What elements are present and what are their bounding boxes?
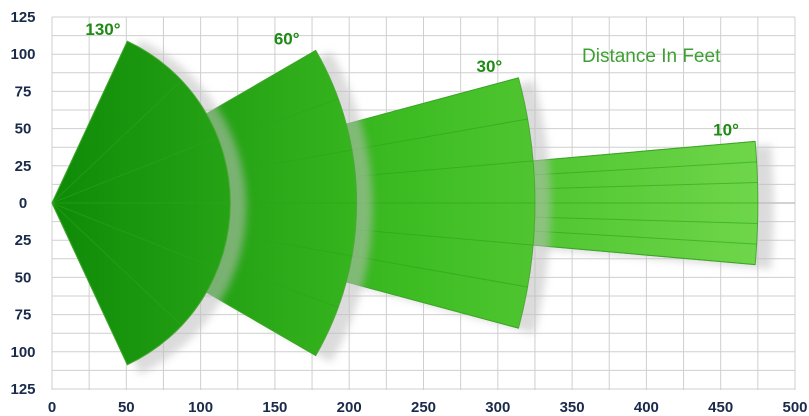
y-tick-label: 25 bbox=[15, 158, 32, 175]
y-tick-label: 75 bbox=[15, 307, 32, 324]
y-tick-label: 75 bbox=[15, 83, 32, 100]
beam-ray bbox=[51, 80, 183, 204]
axes: 0 50 100 150 200 250 300 350 400 450 5001251007550… bbox=[10, 9, 807, 416]
beam-ray bbox=[51, 40, 128, 204]
beam-ray bbox=[51, 136, 218, 204]
y-tick-label: 25 bbox=[15, 232, 32, 249]
x-tick-label: 200 bbox=[337, 399, 362, 416]
x-tick-label: 250 bbox=[411, 399, 436, 416]
x-tick-label: 400 bbox=[634, 399, 659, 416]
beam-ray bbox=[534, 216, 758, 225]
distance-title: Distance In Feet bbox=[582, 46, 721, 67]
y-tick-label: 100 bbox=[10, 46, 35, 63]
x-tick-label: 350 bbox=[560, 399, 585, 416]
y-tick-label: 50 bbox=[15, 269, 32, 286]
beam-ray bbox=[51, 202, 128, 366]
beam-ray bbox=[534, 161, 757, 176]
beam-angle-label: 60° bbox=[274, 29, 300, 48]
beam-ray bbox=[534, 181, 758, 190]
x-tick-label: 150 bbox=[262, 399, 287, 416]
beam-ray bbox=[351, 118, 528, 151]
beam-ray bbox=[355, 160, 534, 177]
x-tick-label: 300 bbox=[485, 399, 510, 416]
x-tick-label: 450 bbox=[708, 399, 733, 416]
y-tick-label: 125 bbox=[10, 381, 35, 398]
beam-30 bbox=[345, 77, 551, 334]
beams bbox=[51, 39, 774, 375]
beam-ray bbox=[51, 202, 183, 326]
y-tick-label: 0 bbox=[19, 195, 27, 212]
y-tick-label: 125 bbox=[10, 9, 35, 26]
beam-ray bbox=[534, 230, 757, 245]
beam-ray bbox=[51, 202, 218, 270]
y-tick-label: 50 bbox=[15, 121, 32, 138]
beam-10 bbox=[532, 140, 774, 270]
beam-labels: 10° 30° 60° 130° bbox=[85, 20, 739, 139]
beam-angle-label: 10° bbox=[713, 120, 739, 139]
beam-ray bbox=[346, 281, 519, 329]
x-tick-label: 500 bbox=[782, 399, 807, 416]
beam-ray bbox=[533, 244, 756, 266]
x-tick-label: 100 bbox=[188, 399, 213, 416]
x-tick-label: 0 bbox=[48, 399, 56, 416]
beam-ray bbox=[533, 140, 756, 162]
beam-angle-label: 30° bbox=[476, 57, 502, 76]
beam-ray bbox=[346, 77, 519, 125]
beam-angle-label: 130° bbox=[85, 20, 120, 39]
beam-130 bbox=[51, 39, 247, 375]
y-tick-label: 100 bbox=[10, 344, 35, 361]
beam-ray bbox=[351, 255, 528, 288]
beam-ray bbox=[355, 229, 534, 246]
x-tick-label: 50 bbox=[118, 399, 135, 416]
